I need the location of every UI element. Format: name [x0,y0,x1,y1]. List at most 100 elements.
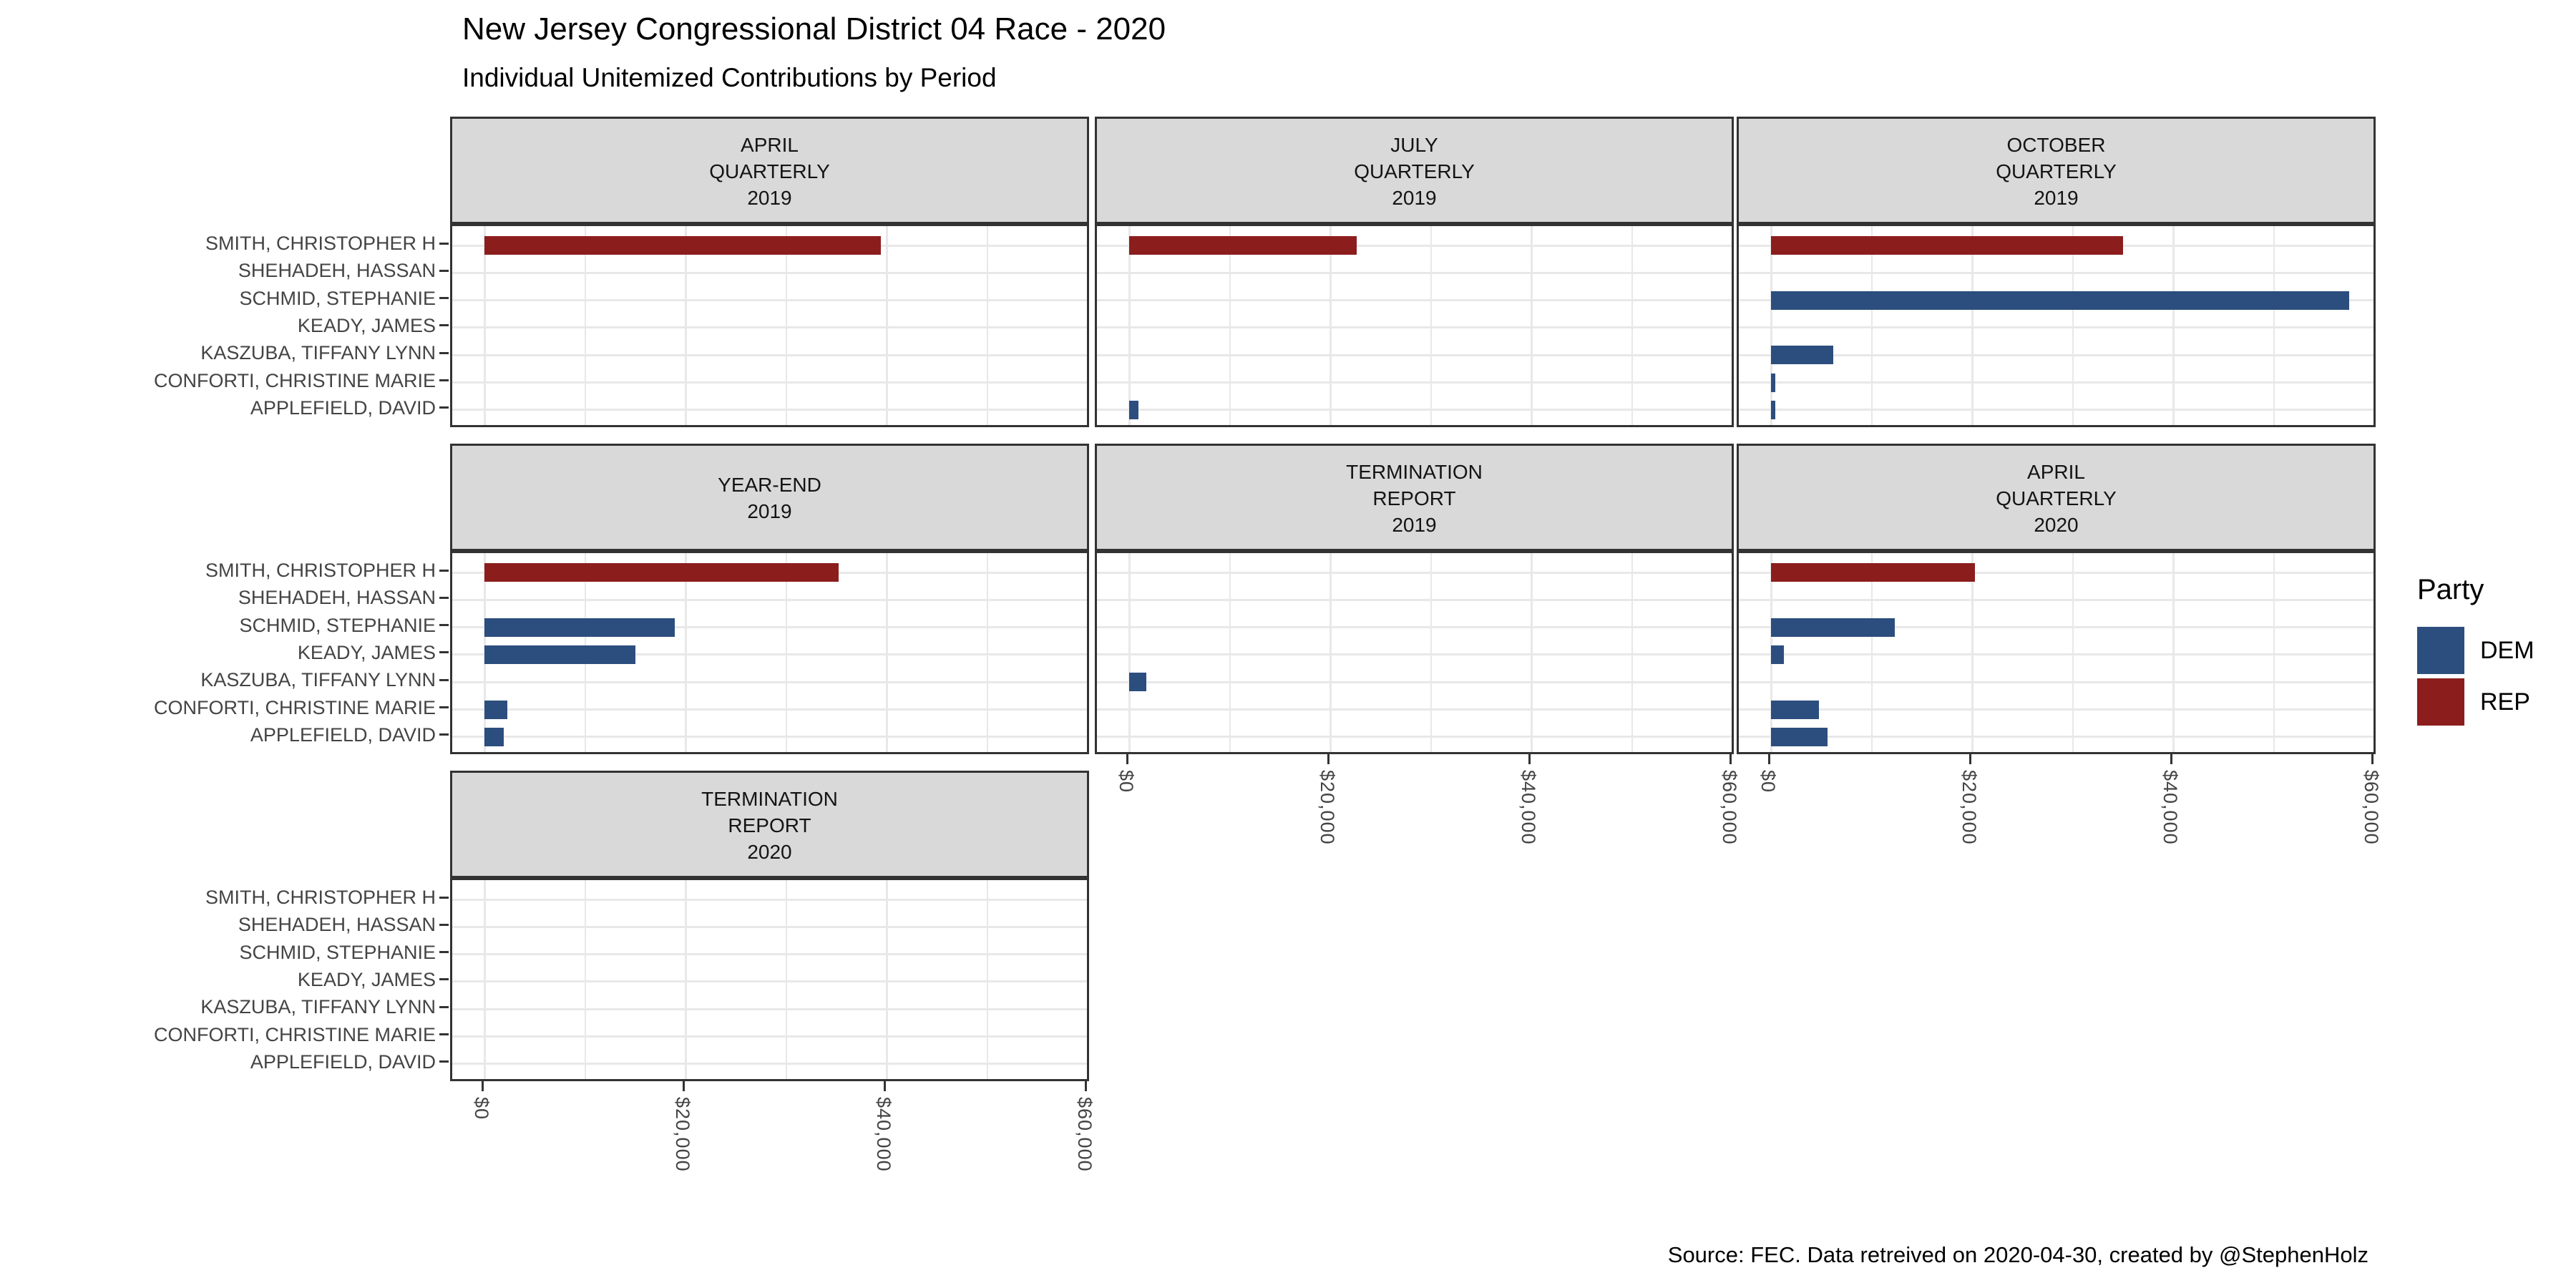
gridline-horizontal [452,1035,1087,1038]
gridline-horizontal [452,299,1087,302]
facet-strip: TERMINATION REPORT 2019 [1095,444,1734,551]
gridline-vertical [684,880,687,1079]
y-axis-tick [439,624,449,627]
y-axis-tick [439,569,449,572]
x-axis-tick [481,1081,484,1091]
gridline-horizontal [1097,299,1732,302]
facet-strip: OCTOBER QUARTERLY 2019 [1737,117,2376,224]
y-axis-tick [439,1005,449,1008]
bar-rep [1771,563,1976,582]
bar-dem [484,700,508,719]
bar-dem [1771,400,1775,419]
x-axis-label: $0 [1116,770,1137,794]
x-axis-label: $20,000 [1958,770,1980,845]
gridline-horizontal [452,980,1087,983]
gridline-vertical [1530,226,1533,425]
y-axis-tick [439,324,449,327]
facet-strip-label: OCTOBER [2006,133,2106,156]
gridline-vertical [1086,226,1087,425]
facet-strip: TERMINATION REPORT 2020 [450,771,1089,878]
bar-dem [1771,700,1820,719]
y-axis-tick [439,1060,449,1063]
gridline-vertical [1229,226,1231,425]
gridline-horizontal [452,953,1087,956]
gridline-vertical [1631,553,1633,752]
y-axis-label: SMITH, CHRISTOPHER H [205,233,436,254]
facet-strip-label: 2020 [2034,513,2079,536]
gridline-horizontal [1739,626,2373,629]
facet-strip: APRIL QUARTERLY 2019 [450,117,1089,224]
facet-strip-label: TERMINATION [1346,460,1483,483]
y-axis-tick [439,678,449,681]
y-axis-label: KEADY, JAMES [297,641,436,663]
gridline-vertical [986,553,988,752]
y-axis-label: KASZUBA, TIFFANY LYNN [200,996,436,1018]
facet-panel [1737,551,2376,754]
gridline-horizontal [1097,409,1732,411]
gridline-vertical [1229,553,1231,752]
y-axis-label: APPLEFIELD, DAVID [250,1050,436,1073]
gridline-horizontal [1739,598,2373,601]
facet-panel [450,224,1089,427]
gridline-horizontal [1097,353,1732,356]
x-axis-tick [1528,754,1531,764]
gridline-vertical [1128,553,1131,752]
gridline-horizontal [1739,353,2373,356]
x-axis-tick [1729,754,1732,764]
bar-rep [484,236,881,255]
gridline-vertical [2172,226,2175,425]
gridline-horizontal [1097,708,1732,711]
y-axis-label: SMITH, CHRISTOPHER H [205,887,436,908]
gridline-vertical [1731,553,1732,752]
x-axis-label: $40,000 [2160,770,2181,845]
gridline-horizontal [1097,381,1732,384]
gridline-vertical [584,226,586,425]
x-axis-label: $40,000 [1518,770,1539,845]
gridline-vertical [1971,553,1974,752]
gridline-horizontal [1739,326,2373,329]
y-axis-tick [439,706,449,709]
gridline-vertical [483,226,486,425]
x-axis-tick [1767,754,1770,764]
x-axis-label: $20,000 [672,1097,693,1172]
gridline-horizontal [452,1063,1087,1065]
y-axis-tick [439,923,449,926]
bar-dem [484,618,675,637]
gridline-horizontal [1739,571,2373,574]
y-axis-tick [439,596,449,599]
gridline-horizontal [1097,626,1732,629]
facet-panel [1095,224,1734,427]
y-axis-label: KEADY, JAMES [297,314,436,336]
gridline-horizontal [1097,598,1732,601]
facet-strip-label: 2019 [747,186,792,209]
gridline-horizontal [1739,409,2373,411]
bar-rep [1771,236,2123,255]
gridline-vertical [2172,553,2175,752]
gridline-vertical [986,226,988,425]
gridline-vertical [1770,226,1772,425]
x-axis-tick [1084,1081,1087,1091]
facet-strip-label: REPORT [728,814,811,836]
gridline-vertical [584,880,586,1079]
y-axis-tick [439,733,449,736]
gridline-vertical [1329,553,1332,752]
gridline-horizontal [452,626,1087,629]
y-axis-label: KASZUBA, TIFFANY LYNN [200,669,436,691]
facet-strip-label: REPORT [1372,487,1456,509]
gridline-vertical [1731,226,1732,425]
gridline-horizontal [452,653,1087,656]
gridline-vertical [1530,553,1533,752]
facet-strip-label: QUARTERLY [709,160,830,182]
x-axis-label: $0 [1757,770,1779,794]
bar-rep [1129,236,1357,255]
gridline-horizontal [452,353,1087,356]
facet-strip-label: APRIL [741,133,799,156]
legend-label-rep: REP [2480,688,2530,716]
gridline-vertical [483,880,486,1079]
y-axis-tick [439,651,449,654]
gridline-vertical [2373,553,2376,752]
facet-strip-label: YEAR-END [718,474,821,496]
x-axis-tick [2371,754,2373,764]
facet-strip: YEAR-END 2019 [450,444,1089,551]
facet-panel [450,551,1089,754]
